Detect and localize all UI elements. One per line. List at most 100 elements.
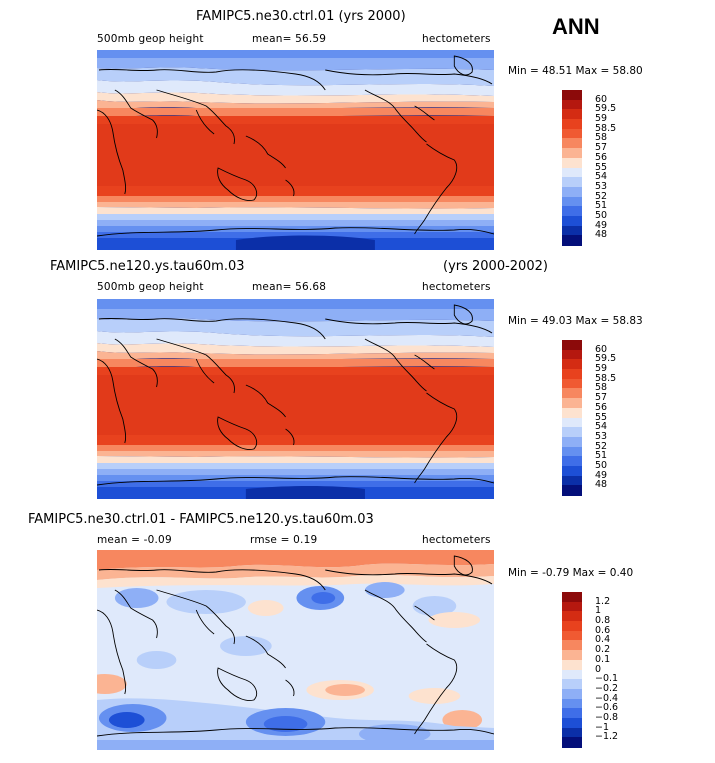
- colorbar-tick-label: 52: [595, 190, 608, 202]
- colorbar-swatch: [562, 456, 582, 467]
- colorbar-swatch: [562, 369, 582, 380]
- colorbar-swatch: [562, 349, 582, 360]
- colorbar-swatch: [562, 167, 582, 178]
- colorbar-swatch: [562, 206, 582, 217]
- colorbar-swatch: [562, 388, 582, 399]
- colorbar-tick-label: 1.2: [595, 595, 611, 607]
- colorbar-swatch: [562, 128, 582, 139]
- colorbar-swatch: [562, 359, 582, 370]
- colorbar-tick-label: 55: [595, 161, 608, 173]
- colorbar-swatch: [562, 659, 582, 670]
- panel3-colorbar: [562, 592, 582, 748]
- panel2-variable-label: 500mb geop height: [97, 281, 204, 293]
- colorbar-swatch: [562, 611, 582, 622]
- colorbar-tick-label: 52: [595, 440, 608, 452]
- colorbar-tick-label: −0.6: [595, 702, 619, 714]
- colorbar-swatch: [562, 630, 582, 641]
- colorbar-swatch: [562, 407, 582, 418]
- colorbar-swatch: [562, 148, 582, 159]
- colorbar-tick-label: 56: [595, 401, 608, 413]
- panel1-colorbar: [562, 90, 582, 246]
- colorbar-tick-label: 54: [595, 421, 608, 433]
- panel3-minmax: Min = -0.79 Max = 0.40: [508, 567, 634, 579]
- season-label: ANN: [552, 14, 600, 39]
- colorbar-swatch: [562, 340, 582, 351]
- panel2-units-label: hectometers: [422, 281, 491, 293]
- colorbar-tick-label: 59.5: [595, 353, 617, 365]
- panel3-title: FAMIPC5.ne30.ctrl.01 - FAMIPC5.ne120.ys.…: [28, 512, 374, 527]
- colorbar-tick-label: 60: [595, 93, 608, 105]
- colorbar-tick-label: 0.8: [595, 615, 611, 627]
- colorbar-tick-label: −0.4: [595, 692, 619, 704]
- colorbar-swatch: [562, 235, 582, 246]
- colorbar-tick-label: 59.5: [595, 103, 617, 115]
- colorbar-swatch: [562, 621, 582, 632]
- colorbar-swatch: [562, 679, 582, 690]
- colorbar-tick-label: 59: [595, 113, 608, 125]
- panel3-rmse-label: rmse = 0.19: [250, 534, 318, 546]
- colorbar-tick-label: −0.1: [595, 673, 619, 685]
- panel2-map: [97, 299, 494, 499]
- colorbar-swatch: [562, 436, 582, 448]
- panel1-minmax: Min = 48.51 Max = 58.80: [508, 65, 643, 77]
- colorbar-swatch: [562, 398, 582, 409]
- colorbar-swatch: [562, 650, 582, 661]
- colorbar-tick-label: 58: [595, 132, 608, 144]
- colorbar-swatch: [562, 417, 582, 428]
- colorbar-tick-label: −0.8: [595, 711, 619, 723]
- colorbar-tick-label: 54: [595, 171, 608, 183]
- colorbar-tick-label: 58.5: [595, 372, 617, 384]
- panel2-mean-label: mean= 56.68: [252, 281, 327, 293]
- colorbar-swatch: [562, 225, 582, 236]
- colorbar-tick-label: 48: [595, 229, 608, 241]
- panel2-minmax: Min = 49.03 Max = 58.83: [508, 315, 643, 327]
- panel2-colorbar: [562, 340, 582, 496]
- colorbar-tick-label: 48: [595, 479, 608, 491]
- colorbar-tick-label: −0.2: [595, 682, 619, 694]
- colorbar-swatch: [562, 177, 582, 188]
- colorbar-tick-label: 0.4: [595, 634, 611, 646]
- colorbar-tick-label: 50: [595, 459, 608, 471]
- panel1-variable-label: 500mb geop height: [97, 33, 204, 45]
- colorbar-swatch: [562, 669, 582, 680]
- colorbar-tick-label: 53: [595, 430, 608, 442]
- colorbar-tick-label: 0.1: [595, 653, 611, 665]
- panel2-years: (yrs 2000-2002): [443, 259, 548, 274]
- colorbar-tick-label: 49: [595, 219, 608, 231]
- colorbar-swatch: [562, 485, 582, 496]
- colorbar-swatch: [562, 708, 582, 719]
- colorbar-tick-label: 59: [595, 363, 608, 375]
- colorbar-swatch: [562, 99, 582, 110]
- colorbar-swatch: [562, 592, 582, 603]
- colorbar-tick-label: 1: [595, 605, 602, 617]
- colorbar-swatch: [562, 196, 582, 207]
- colorbar-swatch: [562, 119, 582, 130]
- colorbar-tick-label: 58.5: [595, 122, 617, 134]
- colorbar-swatch: [562, 109, 582, 120]
- colorbar-swatch: [562, 698, 582, 709]
- panel3-mean-label: mean = -0.09: [97, 534, 172, 546]
- colorbar-tick-label: 60: [595, 343, 608, 355]
- colorbar-swatch: [562, 186, 582, 198]
- panel3-units-label: hectometers: [422, 534, 491, 546]
- colorbar-tick-label: 56: [595, 151, 608, 163]
- colorbar-swatch: [562, 688, 582, 700]
- colorbar-swatch: [562, 640, 582, 651]
- colorbar-swatch: [562, 737, 582, 748]
- colorbar-tick-label: 53: [595, 180, 608, 192]
- colorbar-tick-label: 0: [595, 663, 602, 675]
- colorbar-swatch: [562, 215, 582, 227]
- colorbar-tick-label: 49: [595, 469, 608, 481]
- panel1-title: FAMIPC5.ne30.ctrl.01 (yrs 2000): [196, 9, 406, 24]
- colorbar-tick-label: 51: [595, 200, 608, 212]
- panel1-units-label: hectometers: [422, 33, 491, 45]
- colorbar-swatch: [562, 90, 582, 101]
- colorbar-tick-label: 0.2: [595, 644, 611, 656]
- colorbar-tick-label: 51: [595, 450, 608, 462]
- colorbar-tick-label: 55: [595, 411, 608, 423]
- colorbar-swatch: [562, 446, 582, 457]
- colorbar-swatch: [562, 138, 582, 149]
- colorbar-tick-label: 58: [595, 382, 608, 394]
- panel1-map: [97, 50, 494, 250]
- colorbar-swatch: [562, 157, 582, 168]
